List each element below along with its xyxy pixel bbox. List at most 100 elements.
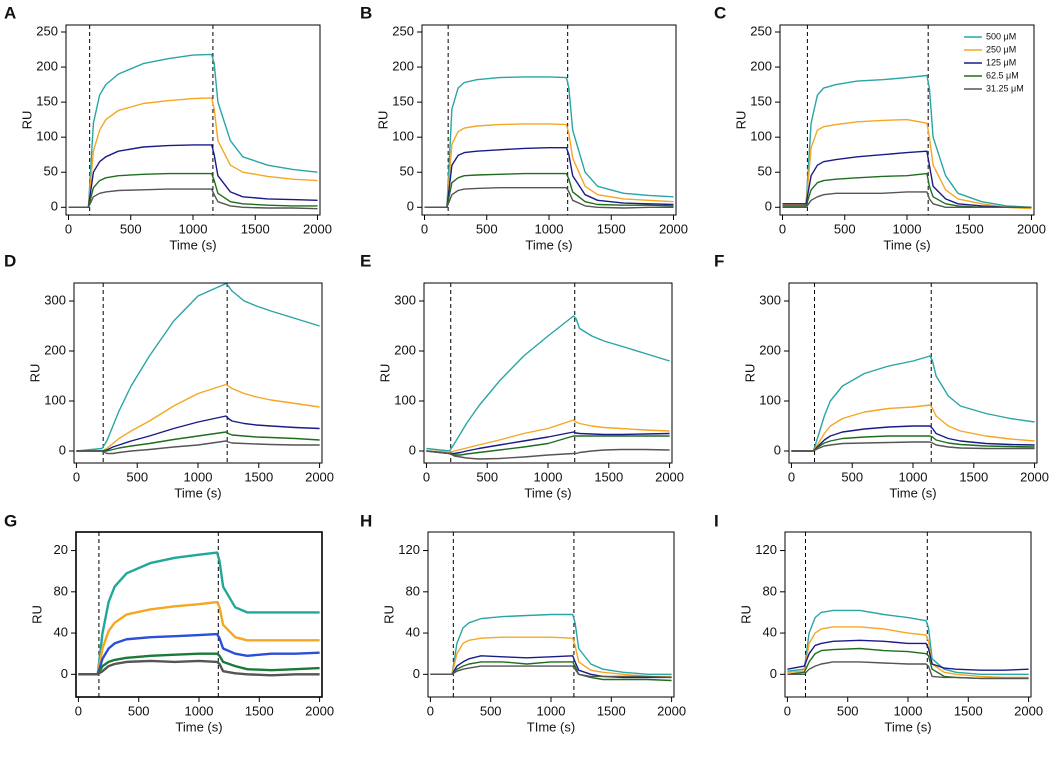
x-axis-title: Time (s) xyxy=(889,485,936,500)
series-line xyxy=(426,419,670,453)
x-tick-label: 1000 xyxy=(899,469,928,484)
panel-letter: B xyxy=(360,3,372,22)
y-tick-label: 100 xyxy=(759,392,781,407)
x-tick-label: 500 xyxy=(476,221,498,236)
y-tick-label: 0 xyxy=(770,666,777,681)
series-line xyxy=(430,636,672,678)
legend-label: 31.25 μM xyxy=(986,83,1024,93)
x-tick-label: 1000 xyxy=(894,703,923,718)
x-axis-title: Time (s) xyxy=(884,719,931,734)
legend-label: 125 μM xyxy=(986,57,1016,67)
series-line xyxy=(430,665,672,679)
y-tick-label: 300 xyxy=(44,292,66,307)
series-line xyxy=(68,188,318,210)
y-tick-label: 300 xyxy=(394,292,416,307)
panel-letter: G xyxy=(4,511,17,530)
series-line xyxy=(76,440,320,455)
plot-frame xyxy=(784,531,1032,698)
series-line xyxy=(76,415,320,452)
series-line xyxy=(791,355,1035,452)
series-line xyxy=(430,613,672,675)
y-axis-title: RU xyxy=(381,605,396,624)
legend-label: 62.5 μM xyxy=(986,70,1019,80)
x-tick-label: 0 xyxy=(784,703,791,718)
x-tick-label: 1500 xyxy=(244,469,273,484)
x-tick-label: 1500 xyxy=(954,703,983,718)
panel-letter: E xyxy=(360,251,371,270)
y-tick-label: 50 xyxy=(400,164,414,179)
y-tick-label: 200 xyxy=(759,342,781,357)
y-axis-title: RU xyxy=(27,364,42,383)
y-tick-label: 100 xyxy=(36,129,58,144)
x-tick-label: 1000 xyxy=(185,703,214,718)
panel: H 0 40 80 120 0 500 1000 1500 2000 TIme (s) RU xyxy=(360,511,686,734)
y-tick-label: 200 xyxy=(44,342,66,357)
y-tick-label: 250 xyxy=(392,23,414,38)
x-axis-title: Time (s) xyxy=(169,237,216,252)
plot-frame xyxy=(421,24,677,216)
y-tick-label: 0 xyxy=(774,442,781,457)
series-line xyxy=(426,431,670,455)
x-axis-title: Time (s) xyxy=(175,719,222,734)
y-tick-label: 150 xyxy=(750,94,772,109)
y-tick-label: 300 xyxy=(759,292,781,307)
panel: G 0 40 80 20 0 500 1000 1500 2000 Time (s) RU xyxy=(4,511,334,734)
x-tick-label: 500 xyxy=(480,703,502,718)
y-tick-label: 200 xyxy=(394,342,416,357)
y-tick-label: 80 xyxy=(763,583,777,598)
x-tick-label: 2000 xyxy=(305,703,334,718)
x-tick-label: 2000 xyxy=(1020,469,1049,484)
series-line xyxy=(68,97,318,208)
series-line xyxy=(68,144,318,208)
y-tick-label: 150 xyxy=(392,94,414,109)
x-tick-label: 1000 xyxy=(534,469,563,484)
x-tick-label: 1000 xyxy=(893,221,922,236)
x-tick-label: 2000 xyxy=(1014,703,1043,718)
x-tick-label: 500 xyxy=(126,469,148,484)
series-line xyxy=(787,626,1029,679)
x-axis-title: Time (s) xyxy=(883,237,930,252)
series-line xyxy=(68,53,318,208)
series-line xyxy=(787,609,1029,675)
y-axis-title: RU xyxy=(742,364,757,383)
x-tick-label: 1500 xyxy=(959,469,988,484)
series-line xyxy=(68,172,318,208)
x-tick-label: 1000 xyxy=(537,703,566,718)
y-tick-label: 250 xyxy=(750,23,772,38)
x-tick-label: 0 xyxy=(779,221,786,236)
series-line xyxy=(782,74,1032,208)
series-line xyxy=(426,315,670,452)
plot-frame xyxy=(423,282,673,464)
panel-letter: A xyxy=(4,3,16,22)
x-axis-title: Time (s) xyxy=(525,237,572,252)
y-tick-label: 0 xyxy=(61,666,68,681)
panel-letter: C xyxy=(714,3,726,22)
series-line xyxy=(426,448,670,460)
x-tick-label: 1500 xyxy=(597,703,626,718)
y-tick-label: 100 xyxy=(44,392,66,407)
x-tick-label: 0 xyxy=(75,703,82,718)
panel: B 0 50 100 150 200 250 0 500 1000 1500 2000 Time (s)… xyxy=(360,3,688,252)
series-line xyxy=(78,659,320,677)
y-tick-label: 50 xyxy=(758,164,772,179)
y-tick-label: 100 xyxy=(392,129,414,144)
panel-letter: H xyxy=(360,511,372,530)
x-tick-label: 2000 xyxy=(659,221,688,236)
series-line xyxy=(424,187,674,209)
series-line xyxy=(791,404,1035,452)
panel: C 0 50 100 150 200 250 0 500 1000 1500 2000 Time (s)… xyxy=(714,3,1046,252)
x-tick-label: 0 xyxy=(421,221,428,236)
y-tick-label: 100 xyxy=(750,129,772,144)
y-axis-title: RU xyxy=(19,111,34,130)
panel-letter: I xyxy=(714,511,719,530)
y-tick-label: 0 xyxy=(407,199,414,214)
y-tick-label: 40 xyxy=(763,625,777,640)
x-tick-label: 0 xyxy=(65,221,72,236)
series-line xyxy=(787,639,1029,671)
panel: D 0 100 200 300 0 500 1000 1500 2000 Time (s) RU xyxy=(4,251,334,500)
x-tick-label: 1500 xyxy=(241,221,270,236)
y-axis-title: RU xyxy=(375,111,390,130)
y-tick-label: 120 xyxy=(398,542,420,557)
x-tick-label: 0 xyxy=(73,469,80,484)
y-tick-label: 150 xyxy=(36,94,58,109)
